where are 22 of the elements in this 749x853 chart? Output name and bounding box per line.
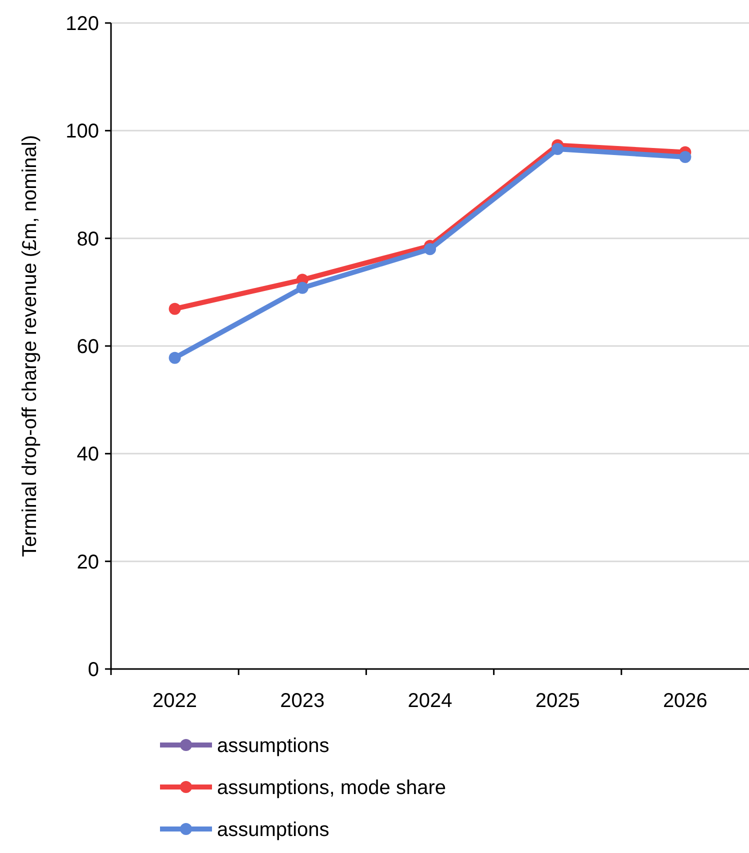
legend-label: assumptions, mode share — [217, 777, 446, 799]
y-tick-label: 20 — [76, 551, 99, 574]
y-tick-label: 100 — [66, 120, 99, 143]
point — [552, 142, 564, 155]
y-axis-title: Terminal drop-off charge revenue (£m, nominal) — [19, 134, 41, 558]
y-tick-label: 80 — [76, 228, 99, 250]
point — [168, 352, 181, 364]
y-tick-label: 40 — [76, 444, 99, 466]
legend-label: assumptions — [217, 735, 330, 757]
y-tick-label: 60 — [76, 336, 99, 358]
x-tick-label: 2026 — [662, 690, 708, 712]
x-tick-label: 2025 — [535, 690, 580, 712]
point — [168, 302, 181, 315]
x-tick-label: 2024 — [408, 690, 452, 712]
y-tick-label: 120 — [66, 13, 99, 35]
x-tick-label: 2022 — [152, 690, 198, 712]
legend-label: assumptions — [217, 819, 330, 841]
x-tick-label: 2023 — [280, 690, 325, 712]
y-tick-label: 0 — [88, 659, 99, 681]
point — [679, 151, 692, 164]
point — [424, 243, 436, 256]
point — [296, 282, 308, 294]
